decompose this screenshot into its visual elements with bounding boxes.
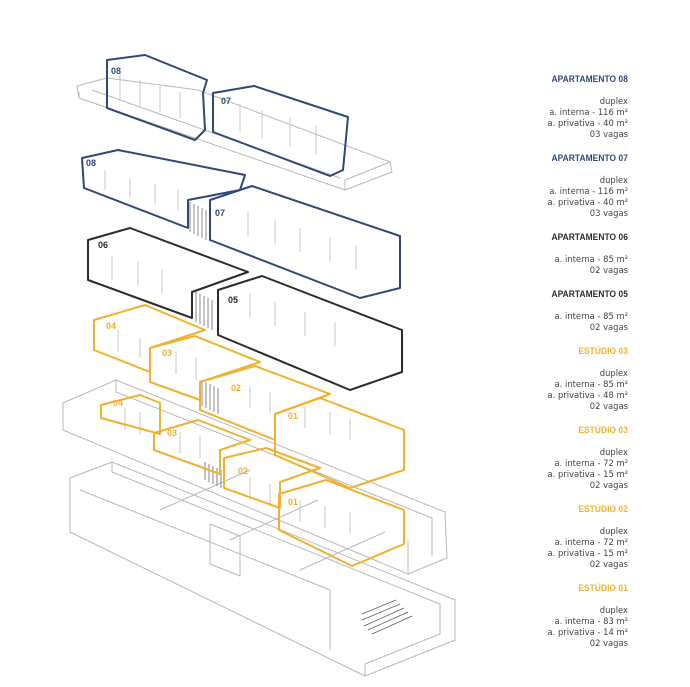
legend-line: 02 vagas — [589, 265, 628, 275]
legend-line: 02 vagas — [589, 401, 628, 411]
unit-07-lower-outline — [209, 185, 401, 299]
legend-title: ESTÚDIO 03 — [578, 425, 628, 436]
unit-02-lower-outline — [223, 447, 321, 509]
legend-title: APARTAMENTO 06 — [551, 232, 628, 243]
unit-08-outline — [106, 54, 208, 141]
legend-title: ESTÚDIO 01 — [578, 583, 628, 594]
legend-entry-apartamento-07: APARTAMENTO 07 duplex a. interna - 116 m… — [408, 153, 628, 219]
legend-line: duplex — [599, 368, 628, 378]
legend-line: duplex — [599, 447, 628, 457]
legend-line: a. interna - 116 m² — [549, 107, 628, 117]
legend-line: a. privativa - 48 m² — [547, 390, 628, 400]
lower-level-ghost — [62, 379, 448, 575]
legend-line: a. privativa - 40 m² — [547, 197, 628, 207]
legend-line: a. privativa - 15 m² — [547, 469, 628, 479]
legend-line: a. interna - 83 m² — [554, 616, 628, 626]
unit-02-label: 02 — [231, 383, 241, 393]
unit-01-outline — [274, 397, 405, 489]
legend-line: a. interna - 85 m² — [554, 254, 628, 264]
unit-04-lower-outline — [100, 394, 161, 435]
unit-03-label: 03 — [162, 348, 172, 358]
unit-01-label: 01 — [288, 411, 298, 421]
unit-06-label: 06 — [98, 240, 108, 250]
legend-title: ESTÚDIO 03 — [578, 346, 628, 357]
unit-04-lower-label: 04 — [113, 398, 123, 408]
unit-05-label: 05 — [228, 295, 238, 305]
legend-title: APARTAMENTO 08 — [551, 74, 628, 85]
legend-line: a. interna - 72 m² — [554, 458, 628, 468]
legend-entry-apartamento-05: APARTAMENTO 05 a. interna - 85 m² 02 vag… — [408, 289, 628, 333]
legend-entry-estudio-01: ESTÚDIO 01 duplex a. interna - 83 m² a. … — [408, 583, 628, 649]
legend-line: duplex — [599, 96, 628, 106]
unit-04-label: 04 — [106, 321, 116, 331]
legend-line: a. interna - 72 m² — [554, 537, 628, 547]
unit-06-outline — [87, 227, 249, 319]
legend-title: ESTÚDIO 02 — [578, 504, 628, 515]
legend-entry-estudio-02: ESTÚDIO 02 duplex a. interna - 72 m² a. … — [408, 504, 628, 570]
unit-08-lower-label: 08 — [86, 158, 96, 168]
unit-07-lower-label: 07 — [215, 208, 225, 218]
legend-line: 02 vagas — [589, 480, 628, 490]
unit-07-outline — [212, 85, 349, 177]
legend-line: a. privativa - 15 m² — [547, 548, 628, 558]
legend-line: 02 vagas — [589, 638, 628, 648]
legend-line: a. interna - 85 m² — [554, 311, 628, 321]
unit-05-outline — [217, 275, 403, 391]
legend-line: duplex — [599, 605, 628, 615]
unit-08-label: 08 — [111, 66, 121, 76]
legend-line: duplex — [599, 526, 628, 536]
legend-title: APARTAMENTO 07 — [551, 153, 628, 164]
unit-02-lower-label: 02 — [238, 466, 248, 476]
legend-line: a. interna - 85 m² — [554, 379, 628, 389]
legend-line: duplex — [599, 175, 628, 185]
unit-legend: APARTAMENTO 08 duplex a. interna - 116 m… — [408, 74, 628, 662]
ground-level-ghost — [69, 461, 456, 677]
unit-03-lower-outline — [153, 419, 251, 475]
legend-line: a. interna - 116 m² — [549, 186, 628, 196]
unit-01-lower-outline — [278, 479, 405, 567]
interior-partitions — [104, 74, 357, 534]
legend-line: 03 vagas — [589, 129, 628, 139]
unit-08-lower-outline — [81, 149, 246, 229]
stair-hatching — [189, 202, 413, 635]
legend-entry-apartamento-08: APARTAMENTO 08 duplex a. interna - 116 m… — [408, 74, 628, 140]
legend-entry-estudio-03: ESTÚDIO 03 duplex a. interna - 85 m² a. … — [408, 346, 628, 412]
legend-line: a. privativa - 14 m² — [547, 627, 628, 637]
legend-line: 03 vagas — [589, 208, 628, 218]
legend-entry-estudio-03-b: ESTÚDIO 03 duplex a. interna - 72 m² a. … — [408, 425, 628, 491]
unit-01-lower-label: 01 — [288, 497, 298, 507]
unit-03-lower-label: 03 — [167, 428, 177, 438]
legend-line: 02 vagas — [589, 322, 628, 332]
unit-07-label: 07 — [221, 96, 231, 106]
legend-title: APARTAMENTO 05 — [551, 289, 628, 300]
legend-entry-apartamento-06: APARTAMENTO 06 a. interna - 85 m² 02 vag… — [408, 232, 628, 276]
legend-line: 02 vagas — [589, 559, 628, 569]
legend-line: a. privativa - 40 m² — [547, 118, 628, 128]
